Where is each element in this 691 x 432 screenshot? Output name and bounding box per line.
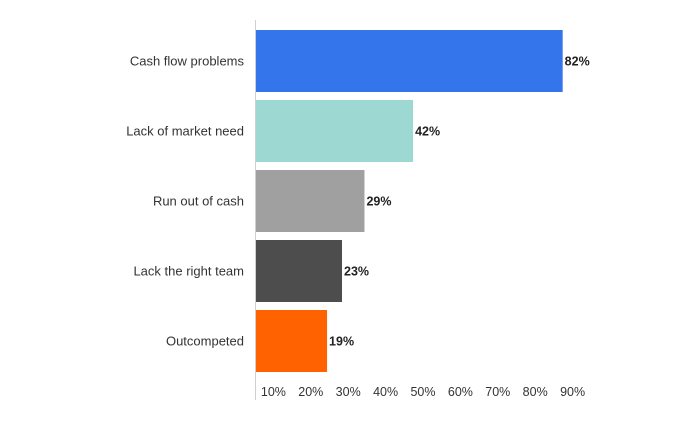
bar-lack-the-right-team	[256, 240, 343, 302]
x-tick-label: 10%	[261, 385, 286, 399]
x-tick-labels-group: 10% 20% 30% 40% 50% 60% 70% 80% 90%	[261, 385, 585, 399]
category-label-run-out-of-cash: Run out of cash	[153, 194, 244, 209]
bar-lack-of-market-need	[256, 100, 414, 162]
category-label-lack-of-market-need: Lack of market need	[126, 124, 244, 139]
x-tick-label: 70%	[485, 385, 510, 399]
value-label-lack-of-market-need: 42%	[415, 125, 440, 139]
bar-cash-flow-problems	[256, 30, 563, 92]
value-label-cash-flow-problems: 82%	[565, 55, 590, 69]
x-tick-label: 50%	[410, 385, 435, 399]
bar-outcompeted	[256, 310, 328, 372]
x-tick-label: 80%	[523, 385, 548, 399]
category-label-lack-the-right-team: Lack the right team	[133, 264, 244, 279]
x-tick-label: 40%	[373, 385, 398, 399]
category-label-outcompeted: Outcompeted	[166, 334, 244, 349]
value-label-lack-the-right-team: 23%	[344, 265, 369, 279]
x-tick-label: 20%	[298, 385, 323, 399]
value-labels-group: 82% 42% 29% 23% 19%	[329, 55, 590, 349]
category-label-cash-flow-problems: Cash flow problems	[130, 54, 245, 69]
bars-group	[256, 30, 563, 372]
value-label-run-out-of-cash: 29%	[366, 195, 391, 209]
bar-run-out-of-cash	[256, 170, 365, 232]
category-labels-group: Cash flow problems Lack of market need Run…	[126, 54, 244, 349]
x-tick-label: 60%	[448, 385, 473, 399]
x-tick-label: 30%	[336, 385, 361, 399]
value-label-outcompeted: 19%	[329, 335, 354, 349]
x-tick-label: 90%	[560, 385, 585, 399]
